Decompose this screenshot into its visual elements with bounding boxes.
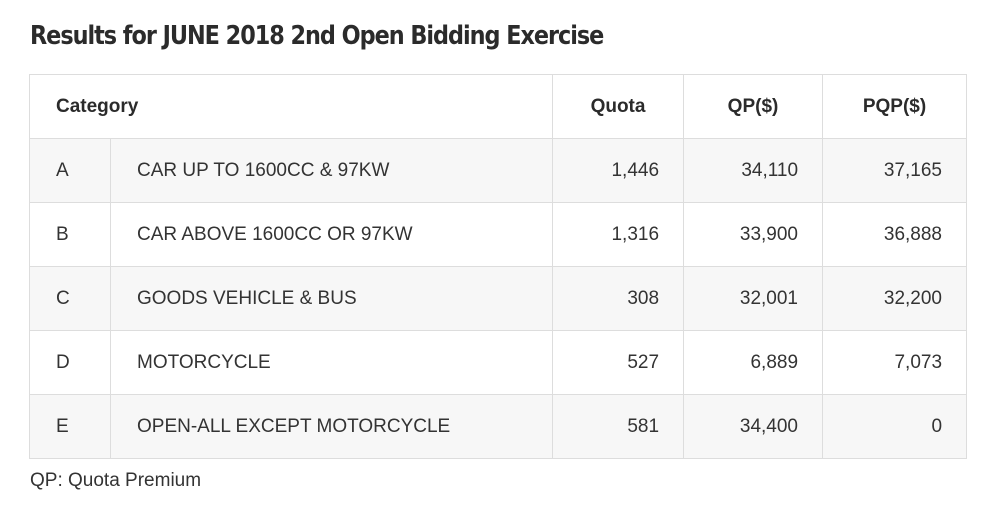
category-code: C (29, 266, 111, 331)
category-description: GOODS VEHICLE & BUS (109, 266, 554, 331)
header-quota: Quota (552, 74, 685, 139)
qp-value: 32,001 (683, 266, 824, 331)
pqp-value: 7,073 (822, 330, 968, 395)
quota-value: 527 (552, 330, 685, 395)
category-code: E (29, 394, 111, 459)
header-pqp: PQP($) (822, 74, 968, 139)
quota-value: 308 (552, 266, 685, 331)
pqp-value: 37,165 (822, 138, 968, 203)
qp-value: 34,400 (683, 394, 824, 459)
table-row: B CAR ABOVE 1600CC OR 97KW 1,316 33,900 … (29, 202, 968, 267)
pqp-value: 0 (822, 394, 968, 459)
results-table: Category Quota QP($) PQP($) A CAR UP TO … (28, 74, 968, 459)
qp-value: 6,889 (683, 330, 824, 395)
table-header-row: Category Quota QP($) PQP($) (28, 74, 968, 139)
page-title: Results for JUNE 2018 2nd Open Bidding E… (30, 21, 604, 51)
category-description: CAR ABOVE 1600CC OR 97KW (109, 202, 554, 267)
footnote: QP: Quota Premium (30, 470, 202, 491)
quota-value: 1,446 (552, 138, 685, 203)
pqp-value: 36,888 (822, 202, 968, 267)
table-row: C GOODS VEHICLE & BUS 308 32,001 32,200 (29, 266, 968, 331)
qp-value: 34,110 (683, 138, 824, 203)
category-code: B (29, 202, 111, 267)
category-code: D (29, 330, 111, 395)
category-description: CAR UP TO 1600CC & 97KW (109, 138, 554, 203)
quota-value: 1,316 (552, 202, 685, 267)
category-description: OPEN-ALL EXCEPT MOTORCYCLE (109, 394, 554, 459)
table-row: E OPEN-ALL EXCEPT MOTORCYCLE 581 34,400 … (29, 394, 968, 459)
category-code: A (29, 138, 111, 203)
pqp-value: 32,200 (822, 266, 968, 331)
header-qp: QP($) (683, 74, 824, 139)
qp-value: 33,900 (683, 202, 824, 267)
category-description: MOTORCYCLE (109, 330, 554, 395)
table-row: A CAR UP TO 1600CC & 97KW 1,446 34,110 3… (29, 138, 968, 203)
quota-value: 581 (552, 394, 685, 459)
table-row: D MOTORCYCLE 527 6,889 7,073 (29, 330, 968, 395)
header-category: Category (28, 74, 554, 139)
